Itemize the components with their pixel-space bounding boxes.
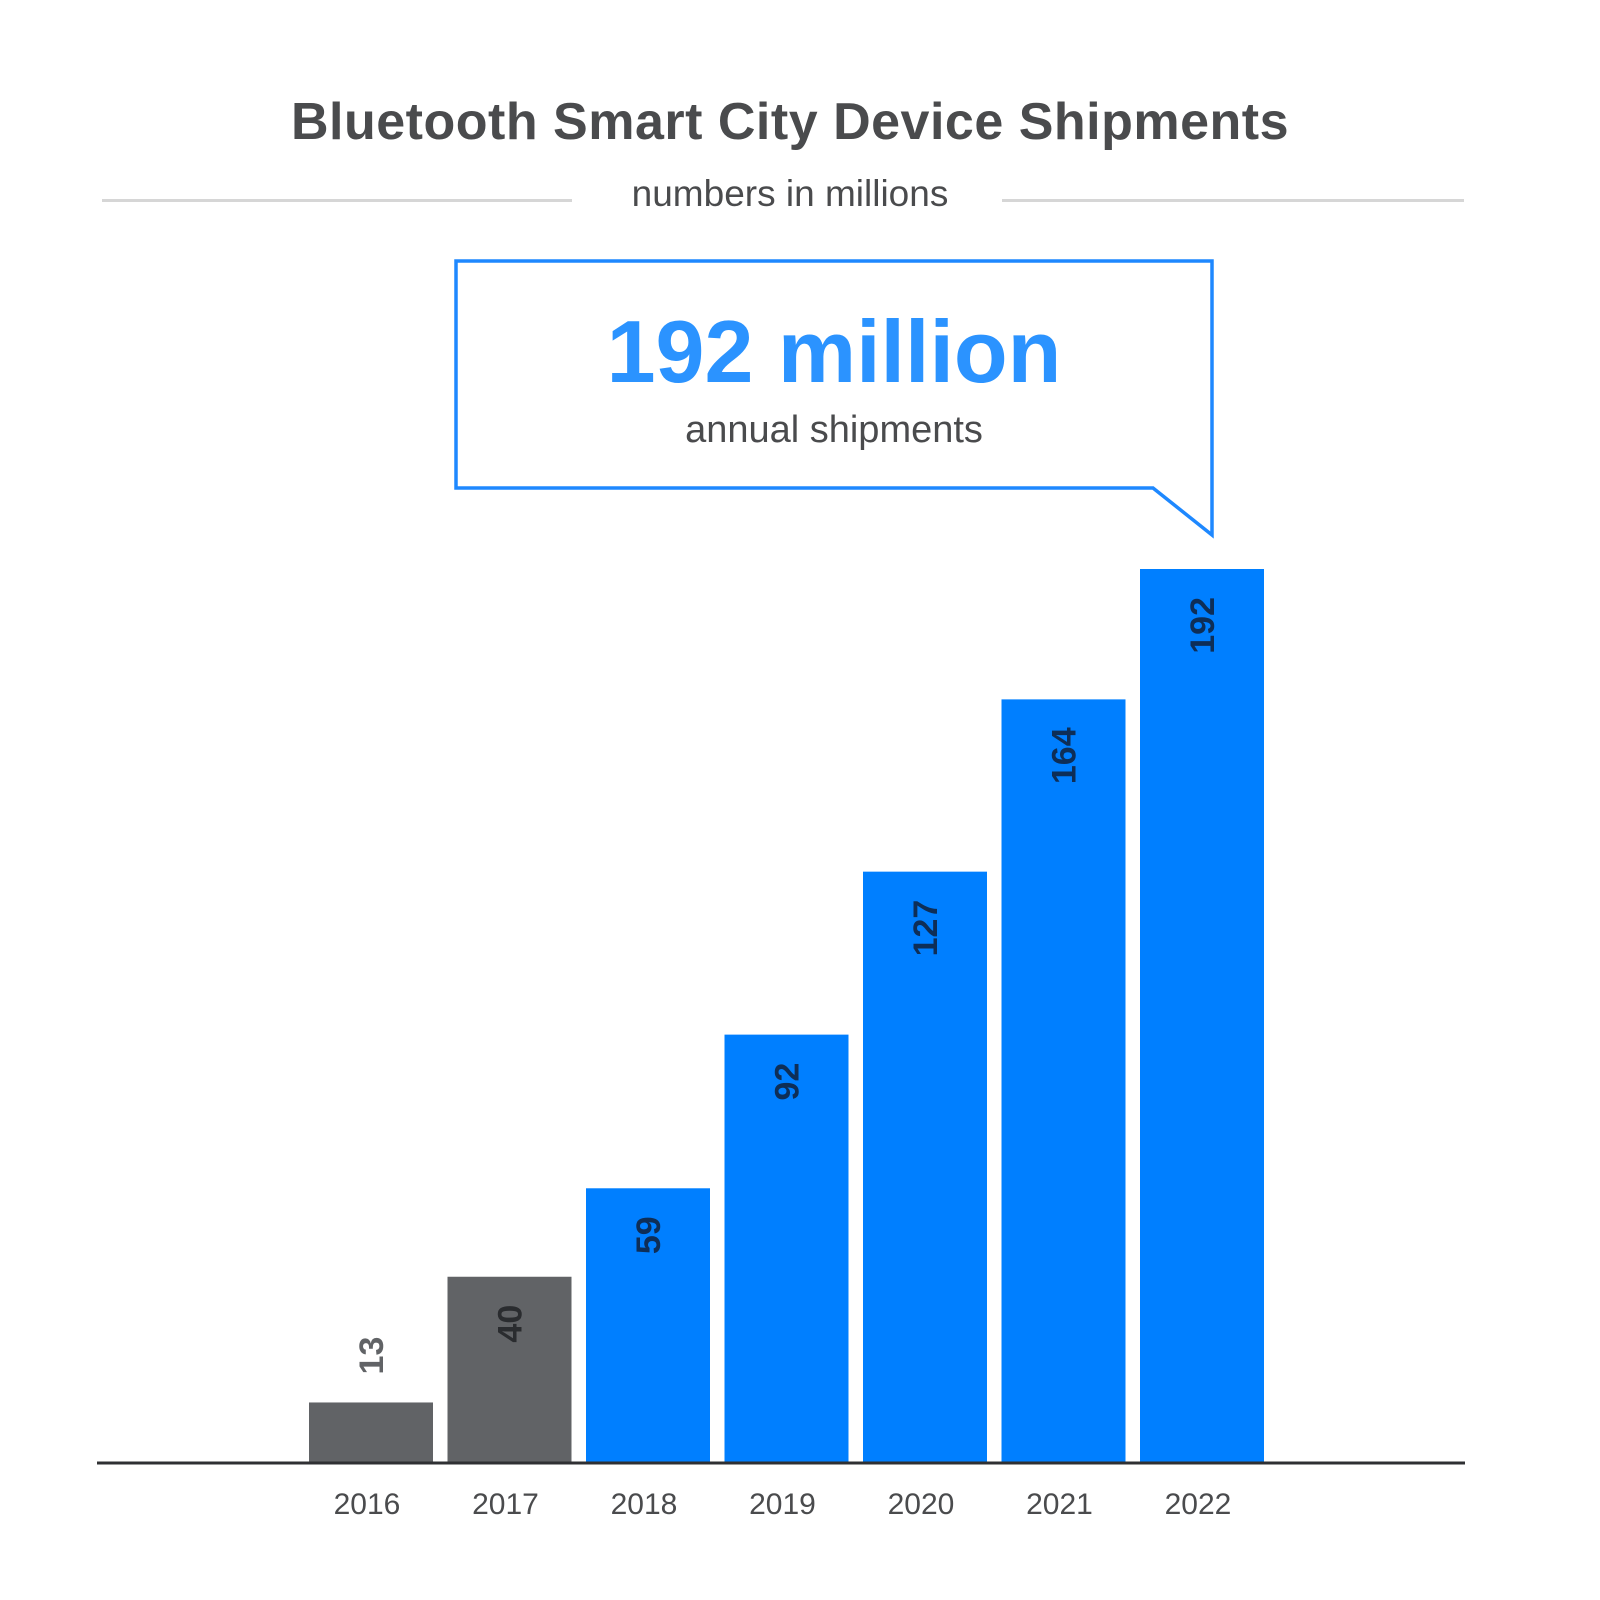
x-tick-2017: 2017 <box>472 1488 539 1521</box>
bar-2016 <box>309 1402 433 1463</box>
callout-box <box>454 259 1214 539</box>
callout-headline: 192 million <box>607 302 1062 401</box>
value-label-2021: 164 <box>1046 727 1084 784</box>
chart-title: Bluetooth Smart City Device Shipments <box>290 93 1290 151</box>
bar-2021 <box>1001 699 1126 1463</box>
value-label-2019: 92 <box>769 1063 807 1101</box>
bar-2020 <box>863 871 987 1463</box>
x-tick-2021: 2021 <box>1026 1488 1093 1521</box>
bar-2019 <box>724 1034 849 1463</box>
x-tick-2016: 2016 <box>334 1488 401 1521</box>
value-label-2016: 13 <box>353 1337 391 1375</box>
value-label-2020: 127 <box>907 900 945 957</box>
bar-2022 <box>1140 569 1264 1463</box>
value-label-2018: 59 <box>630 1216 668 1254</box>
x-tick-2022: 2022 <box>1165 1488 1232 1521</box>
subtitle-rule-right <box>1002 199 1464 202</box>
bar-2017 <box>447 1276 572 1463</box>
value-label-2022: 192 <box>1184 597 1222 654</box>
value-label-2017: 40 <box>492 1305 530 1343</box>
callout-caption: annual shipments <box>685 409 983 451</box>
x-tick-2020: 2020 <box>888 1488 955 1521</box>
x-tick-2018: 2018 <box>611 1488 678 1521</box>
bar-2018 <box>586 1188 710 1463</box>
subtitle-rule-left <box>102 199 572 202</box>
x-tick-2019: 2019 <box>749 1488 816 1521</box>
chart-subtitle: numbers in millions <box>631 173 949 214</box>
